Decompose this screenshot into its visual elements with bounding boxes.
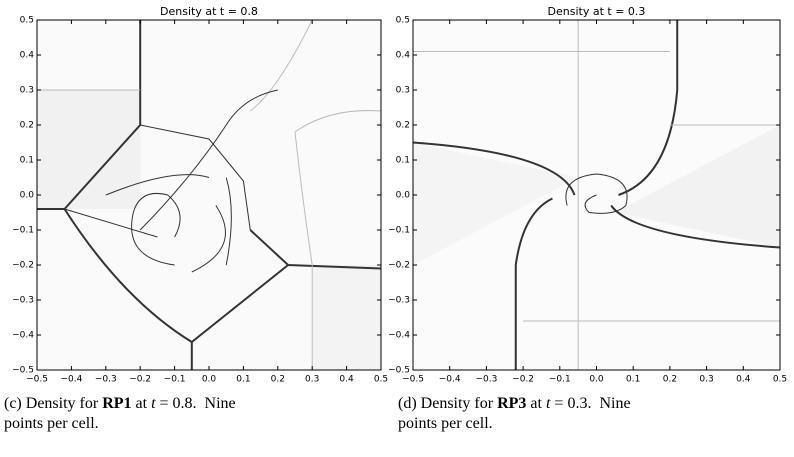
- panel-title: Density at t = 0.3: [548, 5, 646, 18]
- caption-text: t: [546, 395, 551, 412]
- y-tick-label: 0.4: [20, 51, 35, 61]
- y-tick-label: 0.2: [396, 121, 410, 131]
- y-tick-label: 0.1: [20, 156, 34, 166]
- x-tick-label: −0.4: [60, 375, 82, 385]
- x-tick-label: 0.1: [236, 375, 250, 385]
- caption-text: = 0.8. Nine: [156, 395, 236, 412]
- y-tick-label: −0.4: [12, 331, 34, 341]
- y-tick-label: −0.2: [12, 261, 34, 271]
- y-tick-label: 0.3: [396, 86, 410, 96]
- caption-text: (d) Density for: [398, 395, 497, 412]
- x-tick-label: 0.4: [736, 375, 751, 385]
- caption-line: (d) Density for RP3 at t = 0.3. Nine: [398, 395, 631, 412]
- caption-text: RP1: [102, 395, 131, 412]
- caption-text: points per cell.: [4, 415, 99, 432]
- x-tick-label: 0.2: [271, 375, 285, 385]
- y-tick-label: 0.0: [20, 191, 35, 201]
- density-image: [37, 20, 381, 370]
- y-tick-label: 0.4: [396, 51, 411, 61]
- caption-text: at: [526, 395, 546, 412]
- y-tick-label: 0.1: [396, 156, 410, 166]
- x-tick-label: 0.5: [374, 375, 388, 385]
- caption-text: at: [132, 395, 152, 412]
- y-tick-label: 0.5: [20, 16, 34, 26]
- caption-line: (c) Density for RP1 at t = 0.8. Nine: [4, 395, 236, 412]
- caption-line: points per cell.: [4, 415, 99, 432]
- y-tick-label: −0.3: [388, 296, 410, 306]
- x-tick-label: 0.0: [202, 375, 217, 385]
- caption-text: t: [151, 395, 156, 412]
- x-tick-label: −0.4: [439, 375, 461, 385]
- x-tick-label: 0.2: [663, 375, 677, 385]
- x-tick-label: −0.3: [95, 375, 117, 385]
- caption-line: points per cell.: [398, 415, 493, 432]
- x-tick-label: −0.3: [475, 375, 497, 385]
- y-tick-label: −0.5: [12, 366, 34, 376]
- density-image: [413, 20, 780, 370]
- y-tick-label: 0.5: [396, 16, 410, 26]
- x-tick-label: 0.3: [699, 375, 713, 385]
- x-tick-label: −0.1: [164, 375, 186, 385]
- y-tick-label: 0.3: [20, 86, 34, 96]
- y-tick-label: 0.0: [396, 191, 411, 201]
- x-tick-label: 0.0: [589, 375, 604, 385]
- x-tick-label: 0.4: [339, 375, 354, 385]
- y-tick-label: −0.1: [12, 226, 34, 236]
- caption-text: points per cell.: [398, 415, 493, 432]
- x-tick-label: 0.3: [305, 375, 319, 385]
- x-tick-label: −0.2: [129, 375, 151, 385]
- x-tick-label: −0.5: [26, 375, 48, 385]
- axes-layer: Density at t = 0.8 −0.5 −0.4 −0.3 −0.2 −0.1 0.…: [4, 5, 787, 432]
- x-tick-label: 0.1: [626, 375, 640, 385]
- x-tick-label: 0.5: [773, 375, 787, 385]
- panel-title: Density at t = 0.8: [160, 5, 258, 18]
- caption-text: RP3: [497, 395, 526, 412]
- caption-text: = 0.3. Nine: [550, 395, 630, 412]
- y-tick-label: −0.1: [388, 226, 410, 236]
- caption-text: (c) Density for: [4, 395, 102, 412]
- x-tick-label: −0.5: [402, 375, 424, 385]
- y-tick-label: −0.3: [12, 296, 34, 306]
- y-tick-label: −0.2: [388, 261, 410, 271]
- x-tick-label: −0.2: [512, 375, 534, 385]
- x-tick-label: −0.1: [549, 375, 571, 385]
- y-tick-label: −0.5: [388, 366, 410, 376]
- y-tick-label: 0.2: [20, 121, 34, 131]
- y-tick-label: −0.4: [388, 331, 410, 341]
